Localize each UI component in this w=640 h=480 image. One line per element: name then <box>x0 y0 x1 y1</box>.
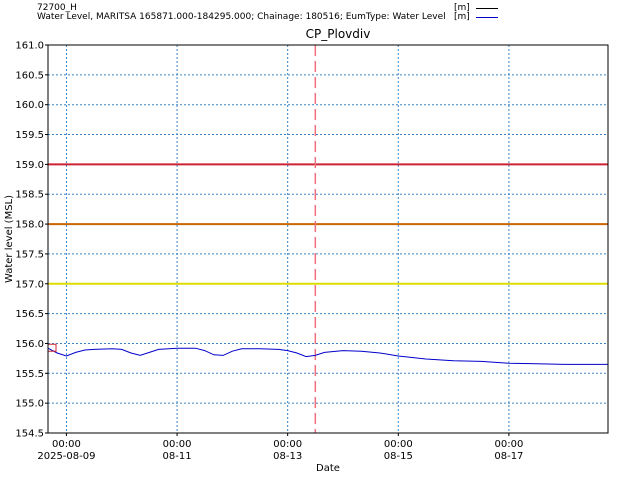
y-tick-label: 155.0 <box>15 399 44 410</box>
series-group <box>47 347 608 365</box>
plot-frame <box>47 44 609 434</box>
y-tick-label: 157.5 <box>15 249 44 260</box>
x-tick-time-label: 00:00 <box>52 439 81 450</box>
x-tick-date-label: 2025-08-09 <box>37 451 95 462</box>
x-tick-date-label: 08-17 <box>494 451 523 462</box>
y-tick-label: 156.5 <box>15 309 44 320</box>
x-tick-date-label: 08-13 <box>273 451 302 462</box>
x-tick-time-label: 00:00 <box>494 439 523 450</box>
x-tick-date-label: 08-15 <box>384 451 413 462</box>
legend-entry-2-swatch <box>476 17 498 18</box>
x-tick-time-label: 00:00 <box>384 439 413 450</box>
legend-entry-2-unit: [m] <box>454 12 470 22</box>
grid-lines <box>48 45 608 433</box>
y-tick-label: 156.0 <box>15 339 44 350</box>
chart-title: CP_Plovdiv <box>306 27 371 41</box>
y-axis-label: Water level (MSL) <box>4 195 15 283</box>
x-tick-date-label: 08-11 <box>163 451 192 462</box>
y-tick-label: 159.0 <box>15 160 44 171</box>
chart-legend: 72700_H [m] Water Level, MARITSA 165871.… <box>0 0 640 24</box>
y-tick-label: 160.0 <box>15 100 44 111</box>
y-tick-label: 158.0 <box>15 220 44 231</box>
y-tick-label: 155.5 <box>15 369 44 380</box>
y-tick-label: 160.5 <box>15 70 44 81</box>
legend-entry-1-label: 72700_H <box>37 3 77 13</box>
y-tick-label: 161.0 <box>15 41 44 52</box>
series-line <box>47 347 608 365</box>
legend-entry-2-label: Water Level, MARITSA 165871.000-184295.0… <box>37 12 446 22</box>
x-axis-label: Date <box>316 463 340 474</box>
x-tick-time-label: 00:00 <box>273 439 302 450</box>
threshold-lines <box>48 163 608 285</box>
legend-entry-1-swatch <box>476 8 498 9</box>
x-axis: 00:002025-08-0900:0008-1100:0008-1300:00… <box>37 433 523 462</box>
legend-entry-1-unit: [m] <box>454 3 470 13</box>
y-axis: 154.5 155.0 155.5 156.0 156.5 157.0 157.5 158.0… <box>15 41 48 440</box>
y-tick-label: 157.0 <box>15 279 44 290</box>
y-tick-label: 158.5 <box>15 190 44 201</box>
x-tick-time-label: 00:00 <box>163 439 192 450</box>
y-tick-label: 154.5 <box>15 429 44 440</box>
y-tick-label: 159.5 <box>15 130 44 141</box>
